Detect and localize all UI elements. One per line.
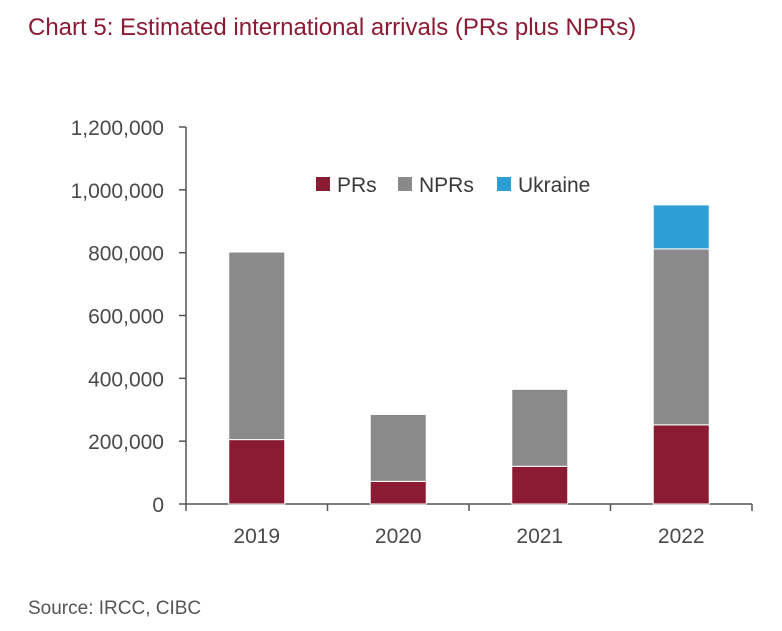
bar-prs-2021	[511, 465, 569, 505]
legend: PRs NPRs Ukraine	[316, 174, 590, 197]
x-tick-label: 2020	[375, 525, 422, 548]
x-axis: 2019 2020 2021 2022	[185, 503, 753, 548]
legend-label-ukraine: Ukraine	[518, 174, 590, 197]
y-tick-label: 1,200,000	[71, 117, 164, 140]
y-tick-label: 1,000,000	[71, 180, 164, 203]
x-tick-label: 2021	[516, 525, 563, 548]
bar-prs-2019	[228, 439, 286, 505]
bar-nprs-2020	[369, 413, 427, 482]
legend-swatch-nprs	[398, 177, 412, 191]
x-tick-label: 2022	[658, 525, 705, 548]
y-tick-label: 600,000	[88, 306, 164, 329]
bar-prs-2020	[369, 480, 427, 505]
bar-nprs-2019	[228, 251, 286, 441]
bar-prs-2022	[652, 424, 710, 505]
legend-swatch-ukraine	[497, 177, 511, 191]
chart-title: Chart 5: Estimated international arrival…	[28, 14, 637, 41]
y-tick-label: 200,000	[88, 431, 164, 454]
bar-nprs-2022	[652, 248, 710, 426]
x-tick-label: 2019	[233, 525, 280, 548]
legend-label-nprs: NPRs	[419, 174, 474, 197]
legend-swatch-prs	[316, 177, 330, 191]
y-tick-label: 0	[152, 494, 164, 517]
y-tick-label: 400,000	[88, 368, 164, 391]
bar-nprs-2021	[511, 388, 569, 467]
source-note: Source: IRCC, CIBC	[28, 598, 202, 619]
bar-ukraine-2022	[652, 204, 710, 250]
y-axis: 0 200,000 400,000 600,000 800,000 1,000,000 1,…	[71, 117, 187, 517]
legend-label-prs: PRs	[337, 174, 377, 197]
bars	[228, 204, 710, 505]
y-tick-label: 800,000	[88, 243, 164, 266]
